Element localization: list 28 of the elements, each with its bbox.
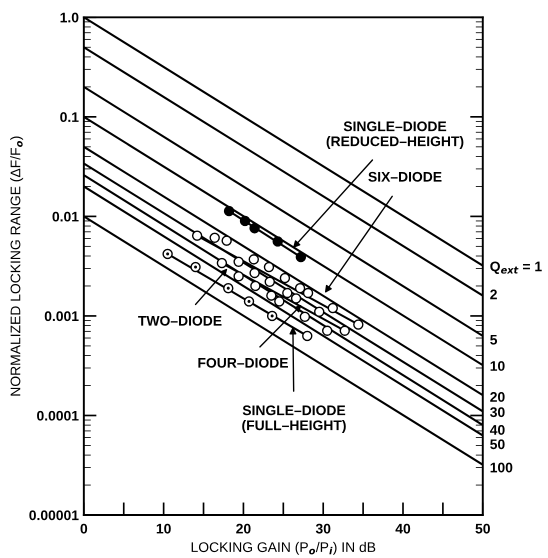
- annotation: FOUR–DIODE: [198, 358, 288, 368]
- annotation: 50: [490, 439, 505, 450]
- y-tick-label: 1.0: [60, 12, 78, 22]
- annotation: 20: [490, 392, 505, 402]
- y-tick-label: 0.0001: [37, 410, 79, 421]
- annotation: SINGLE–DIODE (REDUCED–HEIGHT): [326, 121, 464, 149]
- x-tick-label: 40: [395, 524, 410, 534]
- y-tick-label: 0.001: [44, 311, 79, 322]
- x-tick-label: 10: [156, 524, 171, 534]
- annotation: 100: [490, 462, 512, 472]
- annotation: SINGLE–DIODE (FULL–HEIGHT): [242, 405, 346, 433]
- y-tick-label: 0.1: [60, 112, 79, 122]
- annotation: 40: [490, 425, 505, 435]
- annotation: Q$_{ext}$ = 1: [490, 262, 542, 274]
- x-axis-title: LOCKING GAIN (P$_{o}$/P$_{i}$) IN dB: [192, 542, 376, 555]
- x-tick-label: 20: [236, 524, 251, 534]
- y-tick-label: 0.00001: [29, 510, 79, 520]
- x-tick-label: 0: [80, 524, 88, 534]
- annotation: TWO–DIODE: [138, 316, 222, 326]
- annotation: 30: [490, 407, 505, 418]
- annotation: 5: [490, 334, 498, 345]
- y-axis-title: NORMALIZED LOCKING RANGE (ΔF/F$_{o}$): [10, 136, 24, 396]
- y-tick-label: 0.01: [52, 212, 79, 222]
- annotation: 10: [490, 361, 505, 371]
- x-tick-label: 50: [475, 524, 490, 534]
- annotation: 2: [490, 290, 497, 300]
- x-tick-label: 30: [316, 524, 330, 534]
- annotation: SIX–DIODE: [368, 172, 442, 182]
